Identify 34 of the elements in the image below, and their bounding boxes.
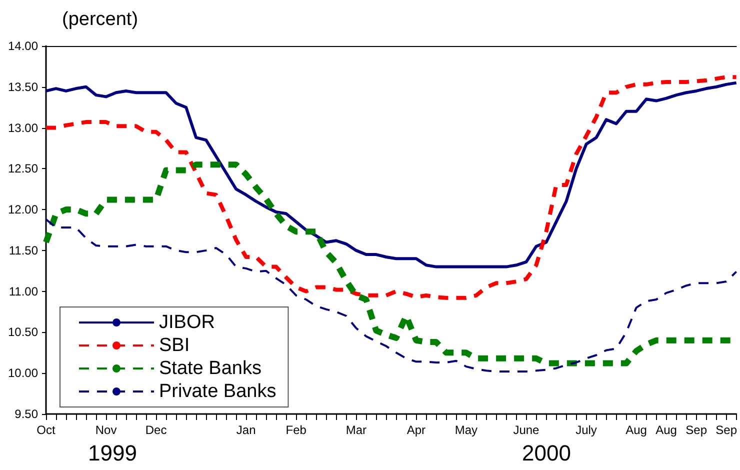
x-tick-label: Feb [286, 423, 307, 437]
text: 1999 [88, 440, 137, 466]
x-tick-label: July [576, 423, 597, 437]
x-tick-label: Mar [346, 423, 366, 437]
line-series [44, 81, 738, 268]
x-tick-label: May [454, 423, 478, 437]
x-tick-label: Sep [716, 423, 738, 437]
y-tick-label: 12.50 [8, 162, 38, 176]
y-tick-label: 12.00 [8, 202, 38, 217]
y-tick-label: 14.00 [8, 39, 38, 53]
y-tick-label: 13.50 [8, 80, 38, 94]
x-tick-label: Aug [626, 423, 647, 437]
y-tick-label: 11.00 [8, 284, 38, 298]
y-tick-label: 10.50 [8, 325, 38, 340]
y-tick-label: 11.50 [8, 243, 38, 258]
x-tick-label: Nov [95, 423, 117, 437]
x-tick-label: Apr [406, 423, 426, 437]
x-tick-label: Sep [686, 423, 708, 437]
y-tick-label: 9.50 [14, 407, 38, 421]
x-tick-label: Jan [236, 423, 256, 437]
legend-label: State Banks [159, 358, 262, 379]
legend-label: Private Banks [159, 381, 276, 402]
line-series [44, 75, 738, 300]
x-tick-label: June [513, 423, 540, 437]
y-axis-title: (percent) [62, 9, 138, 30]
y-tick-label: 13.00 [8, 120, 38, 135]
y-tick-label: 10.00 [8, 366, 38, 380]
legend-label: SBI [159, 335, 190, 356]
line-series [45, 218, 738, 372]
legend-label: JIBOR [159, 312, 215, 333]
x-tick-label: Aug [656, 423, 677, 437]
text: 2000 [522, 440, 571, 466]
x-tick-label: Dec [145, 423, 167, 437]
x-tick-label: Oct [36, 423, 56, 437]
